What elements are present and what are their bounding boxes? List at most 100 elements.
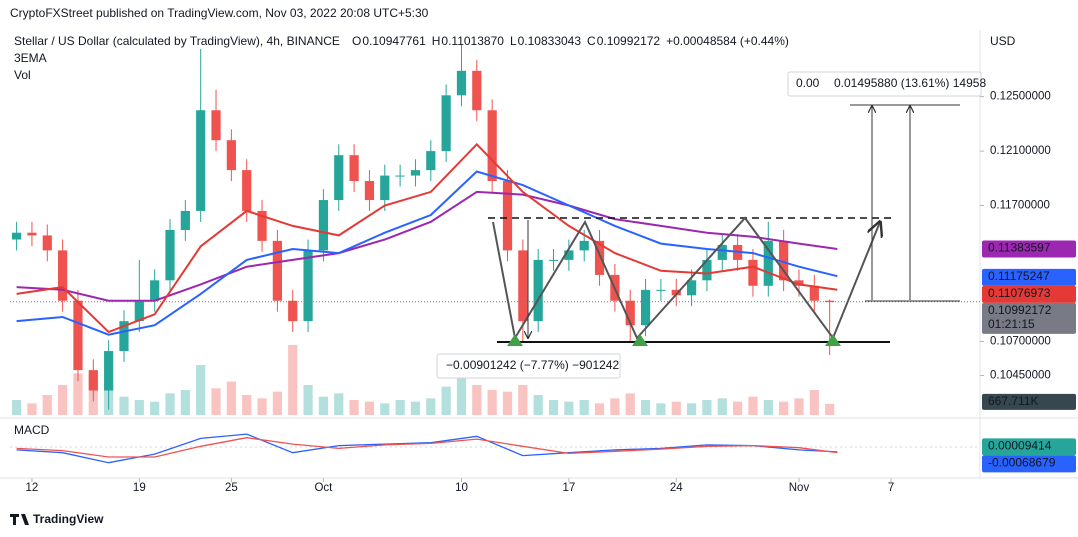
candle-body: [763, 240, 773, 286]
volume-bar: [134, 400, 144, 415]
ema-badge-label: 0.11383597: [988, 241, 1051, 255]
ohlc-value: 0.10833043: [518, 34, 582, 48]
volume-bar: [11, 400, 22, 415]
volume-bar: [73, 373, 83, 415]
volume-bar: [211, 388, 221, 415]
volume-bar: [502, 391, 513, 415]
y-tick-label: 0.11700000: [990, 200, 1050, 212]
plot-area: [10, 44, 980, 464]
volume-bar: [748, 396, 758, 415]
candle-body: [518, 250, 528, 322]
candle-body: [579, 240, 589, 251]
volume-badge: [982, 393, 1076, 410]
volume-bar: [272, 391, 282, 415]
volume-bar: [27, 403, 37, 415]
candle-body: [73, 300, 83, 371]
candle-body: [318, 200, 329, 251]
ema-badge-label: 0.11076973: [988, 286, 1051, 300]
candle-body: [441, 95, 451, 152]
candle-body: [809, 285, 819, 301]
candle-body: [42, 235, 52, 251]
indicator-label: 3EMA: [14, 51, 47, 65]
volume-bar: [42, 395, 52, 415]
x-tick-label: Nov: [789, 482, 810, 494]
candle-body: [456, 70, 467, 96]
ema-line: [16, 142, 838, 334]
volume-bar: [226, 381, 236, 415]
candle-body: [257, 210, 267, 241]
ema-badge-label: 0.11175247: [988, 269, 1050, 283]
volume-bar: [334, 393, 344, 415]
ohlc-value: 0.10947761: [362, 34, 426, 48]
candle-body: [656, 289, 666, 291]
candle-body: [502, 181, 513, 251]
candle-body: [349, 155, 359, 182]
chart-title: Stellar / US Dollar (calculated by Tradi…: [14, 34, 340, 48]
candle-body: [119, 321, 129, 352]
candle-body: [211, 110, 221, 141]
y-tick-label: 0.10450000: [990, 370, 1051, 382]
candle-body: [548, 259, 559, 261]
ohlc-value: 0.11013870: [441, 34, 504, 48]
volume-bar: [119, 396, 129, 415]
volume-bar: [441, 386, 451, 415]
ohlc-key: C: [587, 34, 596, 48]
signal-line: [16, 437, 838, 458]
volume-bar: [671, 401, 681, 415]
macd-badge: [982, 438, 1076, 456]
ohlc-key: H: [432, 34, 441, 48]
candle-body: [104, 351, 114, 391]
volume-bar: [380, 403, 390, 415]
candle-body: [594, 240, 605, 275]
candle-body: [364, 181, 375, 201]
volume-bar: [303, 385, 313, 415]
x-tick-label: 7: [888, 482, 894, 494]
published-note: CryptoFXStreet published on TradingView.…: [10, 6, 429, 20]
ema-badge: [982, 285, 1076, 303]
drawings: [436, 71, 982, 379]
logo-mark: [10, 514, 29, 525]
candle-body: [380, 175, 390, 201]
range-down-label: −0.00901242 (−7.77%) −901242: [446, 358, 619, 372]
macd-badge-label: -0.00068679: [988, 455, 1056, 469]
volume-bar: [656, 403, 666, 415]
volume-label: Vol: [14, 68, 31, 82]
volume-bar: [717, 398, 727, 415]
range-up-box: [787, 71, 982, 97]
volume-bar: [58, 385, 68, 415]
volume-bar: [594, 403, 605, 415]
candle-body: [533, 259, 543, 322]
volume-bar: [487, 390, 497, 415]
y-tick-label: 0.10700000: [990, 336, 1051, 348]
volume-bar: [794, 398, 804, 415]
volume-bar: [349, 400, 359, 415]
last-price-label: 0.10992172: [988, 303, 1052, 317]
candle-body: [702, 259, 712, 281]
currency-label: USD: [990, 34, 1016, 48]
candle-body: [303, 250, 313, 322]
candle-body: [58, 250, 68, 301]
candle-body: [779, 240, 789, 281]
x-tick-label: 10: [455, 482, 468, 494]
volume-bar: [456, 373, 467, 415]
volume-bar: [763, 400, 773, 415]
volume-bar: [472, 385, 482, 415]
volume-bar: [165, 393, 175, 415]
volume-bar: [779, 401, 789, 415]
volume-bar: [640, 400, 651, 415]
candle-body: [11, 232, 22, 240]
macd-badge: [982, 455, 1076, 473]
candle-body: [272, 240, 282, 301]
volume-bar: [610, 398, 620, 415]
candle-body: [165, 229, 175, 281]
candle-body: [226, 140, 236, 171]
range-up-cut: 0.00: [796, 76, 820, 90]
volume-bar: [318, 396, 329, 415]
macd-line: [16, 433, 838, 464]
candle-body: [150, 280, 160, 301]
volume-bar: [150, 401, 160, 415]
volume-bar: [426, 398, 436, 415]
volume-bar: [410, 401, 421, 415]
